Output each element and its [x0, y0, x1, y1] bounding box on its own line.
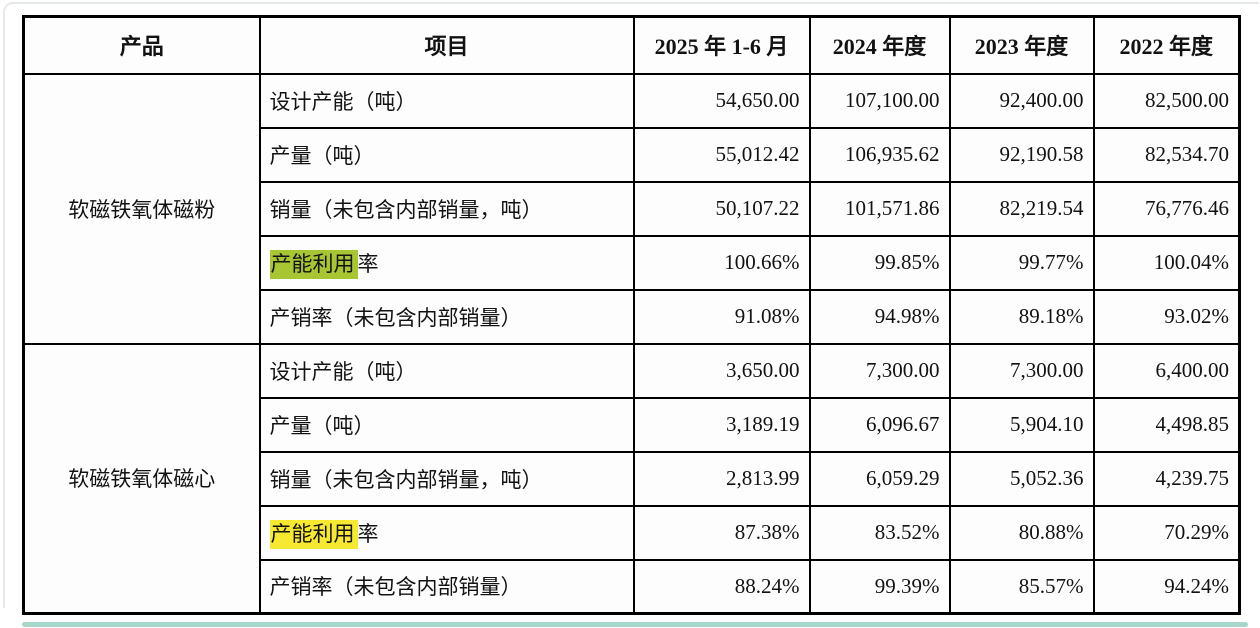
value-cell: 85.57% — [948, 558, 1095, 615]
table-row: 产销率（未包含内部销量） 91.08% 94.98% 89.18% 93.02% — [24, 288, 1241, 345]
row-label-cell: 设计产能（吨） — [258, 72, 635, 129]
value-cell: 3,189.19 — [632, 396, 811, 453]
capacity-utilization-table: 产品 项目 2025 年 1-6 月 2024 年度 2023 年度 2022 年度 … — [22, 15, 1241, 615]
value-cell: 7,300.00 — [808, 342, 951, 399]
row-label-cell: 产量（吨） — [258, 126, 635, 183]
value-cell: 5,052.36 — [948, 450, 1095, 507]
header-period: 2023 年度 — [948, 15, 1095, 75]
value-cell: 4,498.85 — [1092, 396, 1241, 453]
value-cell: 93.02% — [1092, 288, 1241, 345]
header-item: 项目 — [258, 15, 635, 75]
value-cell: 80.88% — [948, 504, 1095, 561]
table-row: 产量（吨） 3,189.19 6,096.67 5,904.10 4,498.85 — [24, 396, 1241, 453]
bottom-accent-bar — [22, 622, 1248, 627]
value-cell: 82,219.54 — [948, 180, 1095, 237]
value-cell: 106,935.62 — [808, 126, 951, 183]
value-cell: 92,190.58 — [948, 126, 1095, 183]
row-label-cell: 产能利用率 — [258, 234, 635, 291]
table-row: 产量（吨） 55,012.42 106,935.62 92,190.58 82,534.… — [24, 126, 1241, 183]
header-period: 2024 年度 — [808, 15, 951, 75]
table-row: 产销率（未包含内部销量） 88.24% 99.39% 85.57% 94.24% — [24, 558, 1241, 615]
value-cell: 5,904.10 — [948, 396, 1095, 453]
product-cell: 软磁铁氧体磁心 — [22, 342, 261, 615]
value-cell: 94.24% — [1092, 558, 1241, 615]
table-row: 产能利用率 87.38% 83.52% 80.88% 70.29% — [24, 504, 1241, 561]
table-row: 销量（未包含内部销量，吨） 2,813.99 6,059.29 5,052.36 4,2… — [24, 450, 1241, 507]
table-row: 销量（未包含内部销量，吨） 50,107.22 101,571.86 82,219.5… — [24, 180, 1241, 237]
value-cell: 6,059.29 — [808, 450, 951, 507]
table-body: 软磁铁氧体磁粉 设计产能（吨） 54,650.00 107,100.00 92,400.… — [22, 72, 1241, 615]
value-cell: 94.98% — [808, 288, 951, 345]
table-row: 软磁铁氧体磁心 设计产能（吨） 3,650.00 7,300.00 7,300.00 6,… — [22, 342, 1241, 615]
row-label-cell: 产量（吨） — [258, 396, 635, 453]
value-cell: 107,100.00 — [808, 72, 951, 129]
highlight-mark: 产能利用 — [269, 249, 358, 279]
value-cell: 91.08% — [632, 288, 811, 345]
value-cell: 3,650.00 — [632, 342, 811, 399]
value-cell: 54,650.00 — [632, 72, 811, 129]
table-row: 产能利用率 100.66% 99.85% 99.77% 100.04% — [24, 234, 1241, 291]
value-cell: 82,500.00 — [1092, 72, 1241, 129]
value-cell: 89.18% — [948, 288, 1095, 345]
value-cell: 99.77% — [948, 234, 1095, 291]
value-cell: 6,096.67 — [808, 396, 951, 453]
value-cell: 70.29% — [1092, 504, 1241, 561]
value-cell: 7,300.00 — [948, 342, 1095, 399]
highlight-mark: 产能利用 — [269, 519, 358, 549]
row-label-cell: 销量（未包含内部销量，吨） — [258, 450, 635, 507]
row-label-cell: 产销率（未包含内部销量） — [258, 288, 635, 345]
value-cell: 76,776.46 — [1092, 180, 1241, 237]
value-cell: 92,400.00 — [948, 72, 1095, 129]
value-cell: 50,107.22 — [632, 180, 811, 237]
header-period: 2025 年 1-6 月 — [632, 15, 811, 75]
value-cell: 55,012.42 — [632, 126, 811, 183]
value-cell: 87.38% — [632, 504, 811, 561]
value-cell: 6,400.00 — [1092, 342, 1241, 399]
value-cell: 99.85% — [808, 234, 951, 291]
value-cell: 101,571.86 — [808, 180, 951, 237]
header-period: 2022 年度 — [1092, 15, 1241, 75]
table-row: 软磁铁氧体磁粉 设计产能（吨） 54,650.00 107,100.00 92,400.… — [22, 72, 1241, 345]
row-label-cell: 产销率（未包含内部销量） — [258, 558, 635, 615]
value-cell: 4,239.75 — [1092, 450, 1241, 507]
value-cell: 83.52% — [808, 504, 951, 561]
value-cell: 88.24% — [632, 558, 811, 615]
value-cell: 100.04% — [1092, 234, 1241, 291]
value-cell: 99.39% — [808, 558, 951, 615]
header-product: 产品 — [22, 15, 261, 75]
row-label-cell: 产能利用率 — [258, 504, 635, 561]
value-cell: 100.66% — [632, 234, 811, 291]
row-label-cell: 设计产能（吨） — [258, 342, 635, 399]
header-row: 产品 项目 2025 年 1-6 月 2024 年度 2023 年度 2022 年度 — [22, 15, 1241, 75]
product-cell: 软磁铁氧体磁粉 — [22, 72, 261, 345]
row-label-cell: 销量（未包含内部销量，吨） — [258, 180, 635, 237]
value-cell: 2,813.99 — [632, 450, 811, 507]
value-cell: 82,534.70 — [1092, 126, 1241, 183]
